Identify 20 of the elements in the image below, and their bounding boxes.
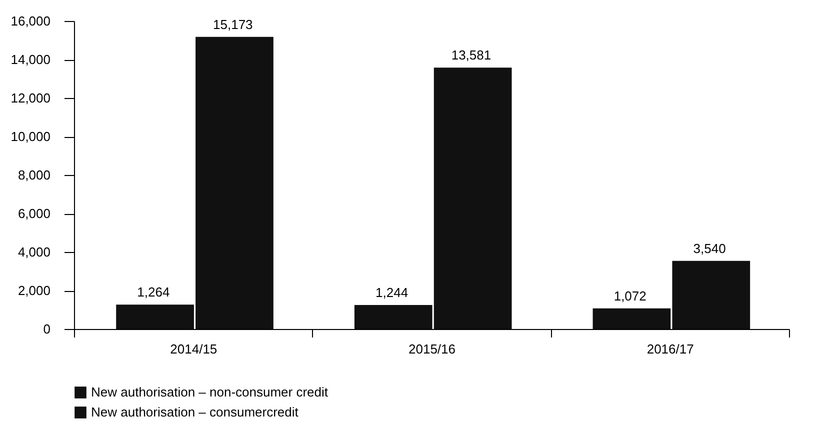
data-label: 3,540 [693, 240, 726, 256]
x-tick-label: 2016/17 [646, 342, 694, 356]
data-label: 1,244 [376, 285, 408, 300]
y-tick-label: 16,000 [10, 14, 50, 28]
legend-label: New authorisation – non-consumer credit [91, 384, 328, 400]
y-tick-label: 8,000 [18, 168, 50, 182]
y-tick-label: 12,000 [10, 90, 50, 106]
x-tick-label: 2014/15 [170, 342, 218, 356]
data-label: 1,072 [614, 288, 646, 304]
data-label: 15,173 [213, 16, 253, 32]
y-tick-label: 6,000 [18, 206, 50, 221]
y-tick-label: 2,000 [18, 283, 50, 298]
y-tick-label: 10,000 [10, 129, 50, 144]
data-label: 1,264 [137, 284, 170, 300]
y-tick-label: 0 [43, 322, 50, 336]
y-tick-label: 14,000 [10, 52, 50, 67]
y-tick-label: 4,000 [18, 244, 50, 260]
data-label: 13,581 [451, 48, 492, 63]
x-tick-label: 2015/16 [408, 342, 456, 356]
legend-label: New authorisation – consumercredit [91, 404, 299, 420]
